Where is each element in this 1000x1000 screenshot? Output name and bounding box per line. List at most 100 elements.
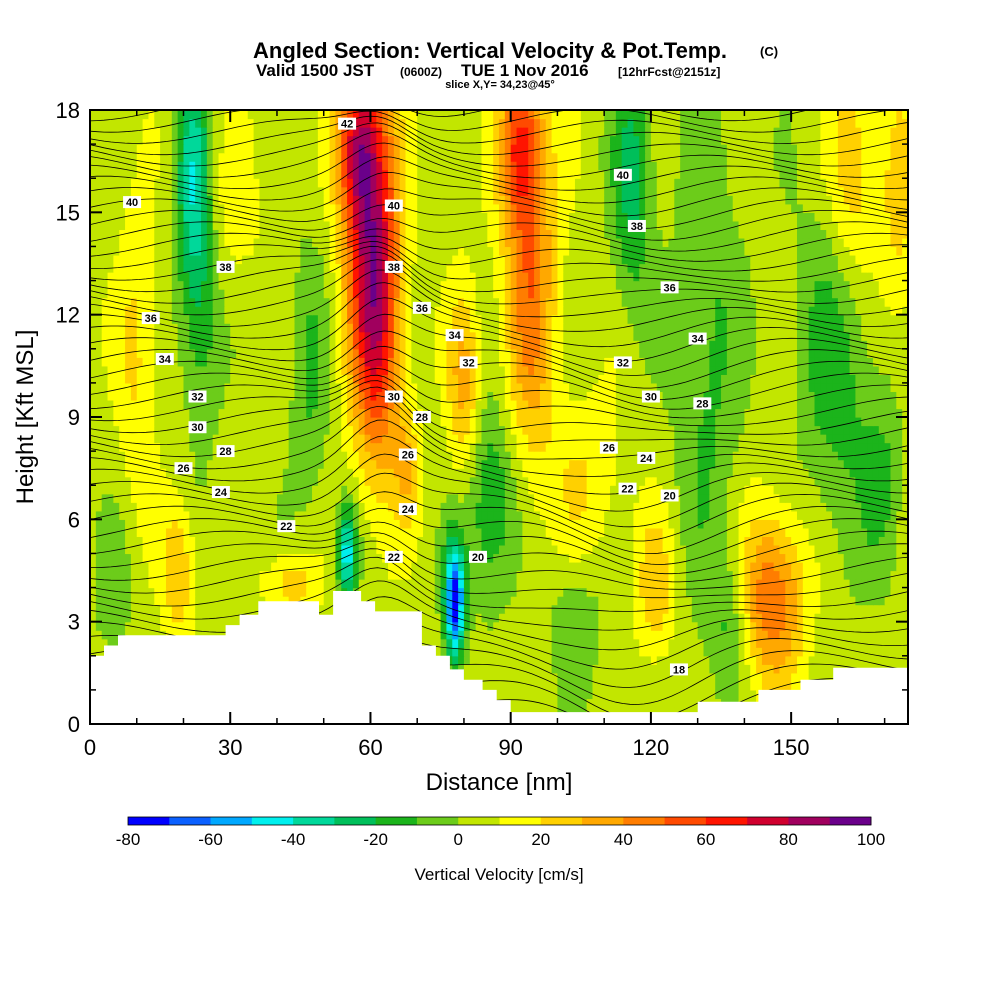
heat-cell (703, 630, 710, 640)
heat-cell (615, 587, 623, 597)
heat-cell (855, 621, 862, 631)
heat-cell (101, 553, 109, 563)
heat-cell (434, 519, 442, 529)
heat-cell (393, 417, 401, 427)
heat-cell (224, 604, 231, 614)
heat-cell (347, 485, 354, 495)
heat-cell (563, 476, 570, 486)
heat-cell (615, 706, 623, 717)
heat-cell (668, 561, 675, 572)
heat-cell (510, 553, 518, 563)
heat-cell (586, 553, 594, 563)
heat-cell (598, 434, 605, 444)
heat-cell (218, 527, 225, 537)
heat-cell (475, 476, 483, 486)
heat-cell (376, 485, 383, 495)
heat-cell (580, 706, 588, 717)
heat-cell (691, 613, 699, 623)
heat-cell (837, 604, 845, 614)
heat-cell (691, 647, 699, 657)
heat-cell (872, 468, 880, 478)
heat-cell (241, 442, 249, 452)
heat-cell (802, 519, 810, 529)
heat-cell (136, 561, 144, 572)
heat-cell (896, 485, 903, 495)
heat-cell (405, 596, 412, 606)
heat-cell (224, 425, 231, 435)
heat-cell (721, 613, 728, 623)
heat-cell (177, 536, 185, 546)
heat-cell (125, 434, 132, 444)
heat-cell (574, 655, 582, 665)
heat-cell (177, 451, 185, 461)
heat-cell (481, 655, 488, 665)
heat-cell (738, 536, 745, 546)
heat-cell (832, 621, 839, 631)
heat-cell (154, 544, 161, 555)
heat-cell (481, 570, 488, 580)
heat-cell (189, 510, 196, 520)
heat-cell (195, 527, 202, 537)
heat-cell (832, 570, 839, 580)
heat-cell (832, 476, 839, 486)
heat-cell (446, 536, 453, 546)
heat-cell (411, 425, 418, 435)
heat-cell (861, 596, 868, 606)
heat-cell (300, 417, 307, 427)
heat-cell (352, 434, 360, 444)
heat-cell (557, 553, 564, 563)
heat-cell (721, 425, 728, 435)
heat-cell (539, 510, 547, 520)
heat-cell (434, 476, 442, 486)
heat-cell (703, 468, 710, 478)
heat-cell (165, 536, 173, 546)
heat-cell (440, 536, 448, 546)
heat-cell (142, 476, 150, 486)
heat-cell (288, 468, 296, 478)
heat-cell (499, 681, 506, 691)
heat-cell (586, 689, 594, 700)
heat-cell (615, 527, 623, 537)
heat-cell (510, 587, 518, 597)
heat-cell (791, 613, 798, 623)
heat-cell (890, 485, 897, 495)
heat-cell (183, 587, 190, 597)
heat-cell (604, 519, 611, 529)
heat-cell (726, 689, 734, 700)
heat-cell (621, 596, 629, 606)
heat-cell (674, 647, 681, 657)
heat-cell (586, 638, 594, 648)
heat-cell (557, 544, 564, 555)
heat-cell (744, 638, 751, 648)
heat-cell (627, 468, 634, 478)
heat-cell (487, 502, 494, 512)
heat-cell (557, 561, 564, 572)
heat-cell (726, 527, 734, 537)
heat-cell (428, 613, 436, 623)
heat-cell (785, 442, 792, 452)
heat-cell (528, 681, 535, 691)
heat-cell (428, 468, 436, 478)
heat-cell (247, 604, 255, 614)
heat-cell (148, 468, 155, 478)
heat-cell (148, 434, 155, 444)
heat-cell (639, 553, 646, 563)
heat-cell (779, 459, 786, 469)
heat-cell (475, 510, 483, 520)
heat-cell (627, 664, 634, 674)
heat-cell (236, 579, 243, 589)
heat-cell (551, 698, 559, 708)
heat-cell (428, 442, 436, 452)
heat-cell (329, 459, 336, 469)
heat-cell (627, 672, 634, 682)
heat-cell (487, 672, 494, 682)
heat-cell (101, 604, 109, 614)
heat-cell (896, 655, 903, 665)
heat-cell (592, 613, 599, 623)
heat-cell (358, 485, 366, 495)
heat-cell (697, 493, 705, 503)
heat-cell (440, 561, 448, 572)
heat-cell (382, 570, 389, 580)
heat-cell (598, 672, 605, 682)
